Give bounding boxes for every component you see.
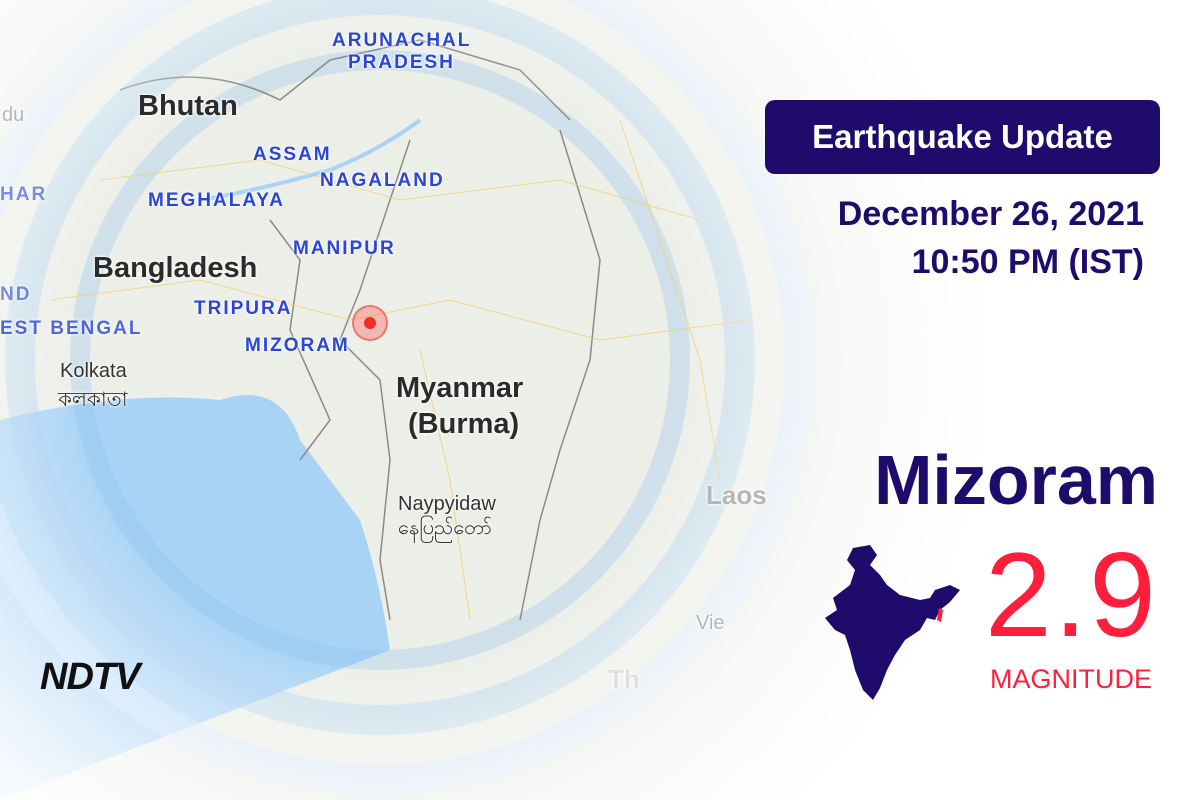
magnitude-value: 2.9 [985, 528, 1158, 662]
mizoram-highlight [937, 608, 943, 622]
label-du: du [2, 104, 25, 126]
label-arunachal: ARUNACHAL [332, 30, 472, 51]
date-text: December 26, 2021 [837, 195, 1144, 233]
label-har: HAR [0, 184, 48, 205]
datetime: December 26, 2021 10:50 PM (IST) [838, 190, 1144, 286]
badge-text: Earthquake Update [812, 118, 1113, 155]
label-meghalaya: MEGHALAYA [148, 190, 285, 211]
label-laos: Laos [706, 480, 767, 510]
magnitude-label: MAGNITUDE [990, 664, 1152, 694]
label-bangladesh: Bangladesh [93, 252, 258, 284]
label-assam: ASSAM [253, 144, 332, 165]
label-tripura: TRIPURA [194, 298, 293, 319]
ndtv-logo: NDTV [40, 656, 140, 698]
label-nagaland: NAGALAND [320, 170, 445, 191]
label-west-bengal: EST BENGAL [0, 318, 143, 339]
time-text: 10:50 PM (IST) [911, 243, 1144, 281]
location-title: Mizoram [874, 441, 1158, 519]
label-vie: Vie [696, 612, 725, 634]
label-burma: (Burma) [408, 408, 520, 440]
label-bhutan: Bhutan [138, 90, 238, 122]
label-naypyidaw-burmese: နေပြည်တော် [398, 517, 492, 539]
label-nd: ND [0, 284, 32, 305]
label-kolkata-bengali: কলকাতা [58, 389, 128, 411]
label-pradesh: PRADESH [348, 52, 455, 73]
earthquake-update-badge: Earthquake Update [765, 100, 1160, 174]
india-map-icon [825, 545, 960, 700]
label-th: Th [608, 664, 640, 694]
label-naypyidaw: Naypyidaw [398, 493, 496, 515]
label-myanmar: Myanmar [396, 372, 524, 404]
label-kolkata: Kolkata [60, 360, 127, 382]
epicenter-marker [352, 305, 388, 341]
label-mizoram: MIZORAM [245, 335, 350, 356]
label-manipur: MANIPUR [293, 238, 396, 259]
